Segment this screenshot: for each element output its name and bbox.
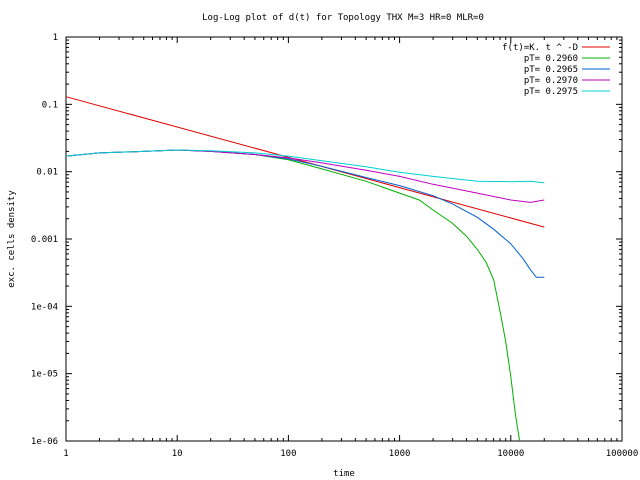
plot-border xyxy=(65,36,623,442)
x-tick-label: 10000 xyxy=(497,449,524,459)
series-line-4 xyxy=(65,149,545,203)
x-axis: 1 10 100 1000 10000 100000 xyxy=(63,37,638,459)
y-tick-label: 1e-06 xyxy=(31,437,58,447)
legend-label-4: pT= 0.2970 xyxy=(524,76,578,86)
y-axis: 1e-06 1e-05 1e-04 0.001 0.01 0.1 1 xyxy=(31,33,622,447)
y-tick-label: 1e-05 xyxy=(31,370,58,380)
legend-label-1: f(t)=K. t ^ -D xyxy=(502,43,578,53)
x-tick-label: 1000 xyxy=(389,449,411,459)
series-line-1 xyxy=(65,96,545,228)
legend-label-3: pT= 0.2965 xyxy=(524,65,578,75)
y-tick-label: 0.01 xyxy=(36,168,58,178)
x-axis-label: time xyxy=(333,469,355,479)
y-tick-label: 0.1 xyxy=(42,100,58,110)
series-line-2 xyxy=(65,149,521,442)
chart-title: Log-Log plot of d(t) for Topology THX M=… xyxy=(202,13,484,23)
y-tick-label: 1e-04 xyxy=(31,302,58,312)
x-tick-label: 1 xyxy=(63,449,68,459)
x-tick-label: 10 xyxy=(172,449,183,459)
series-line-5 xyxy=(65,149,545,184)
y-tick-label: 1 xyxy=(53,33,58,43)
plot-frame xyxy=(65,36,623,442)
series-line-3 xyxy=(65,149,545,278)
series-layer xyxy=(65,96,545,442)
x-tick-label: 100 xyxy=(280,449,296,459)
y-axis-label: exc. cells density xyxy=(7,190,17,288)
x-tick-label: 100000 xyxy=(606,449,639,459)
y-tick-label: 0.001 xyxy=(31,235,58,245)
legend-label-2: pT= 0.2960 xyxy=(524,54,578,64)
legend-label-5: pT= 0.2975 xyxy=(524,87,578,97)
